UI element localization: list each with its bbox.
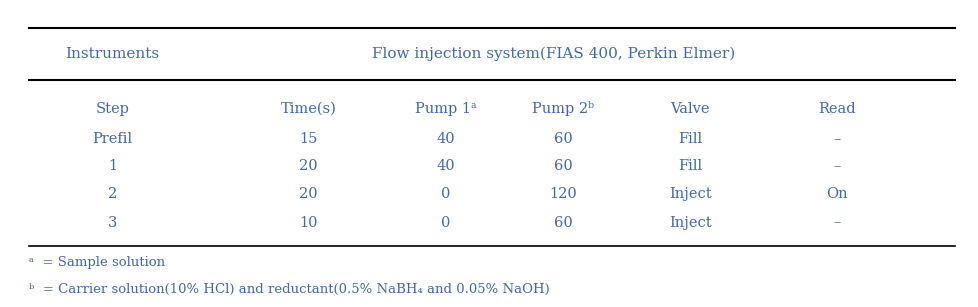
Text: 40: 40 [435,159,455,173]
Text: 0: 0 [440,216,450,230]
Text: Time(s): Time(s) [280,102,336,116]
Text: 2: 2 [108,187,117,201]
Text: 15: 15 [299,132,317,146]
Text: Step: Step [96,102,129,116]
Text: ᵇ  = Carrier solution(10% HCl) and reductant(0.5% NaBH₄ and 0.05% NaOH): ᵇ = Carrier solution(10% HCl) and reduct… [29,283,550,296]
Text: 40: 40 [435,132,455,146]
Text: On: On [825,187,847,201]
Text: Inject: Inject [668,216,711,230]
Text: 1: 1 [108,159,117,173]
Text: –: – [832,216,840,230]
Text: 60: 60 [553,132,572,146]
Text: 0: 0 [440,187,450,201]
Text: Inject: Inject [668,187,711,201]
Text: Prefil: Prefil [93,132,132,146]
Text: 10: 10 [299,216,317,230]
Text: 60: 60 [553,216,572,230]
Text: 60: 60 [553,159,572,173]
Text: –: – [832,159,840,173]
Text: Fill: Fill [678,132,701,146]
Text: 20: 20 [298,187,318,201]
Text: Flow injection system(FIAS 400, Perkin Elmer): Flow injection system(FIAS 400, Perkin E… [371,47,734,61]
Text: 3: 3 [108,216,117,230]
Text: 120: 120 [549,187,576,201]
Text: ᵃ  = Sample solution: ᵃ = Sample solution [29,256,165,269]
Text: –: – [832,132,840,146]
Text: Pump 2ᵇ: Pump 2ᵇ [531,102,594,116]
Text: 20: 20 [298,159,318,173]
Text: Valve: Valve [670,102,709,116]
Text: Read: Read [818,102,855,116]
Text: Instruments: Instruments [66,47,159,61]
Text: Fill: Fill [678,159,701,173]
Text: Pump 1ᵃ: Pump 1ᵃ [415,102,475,116]
